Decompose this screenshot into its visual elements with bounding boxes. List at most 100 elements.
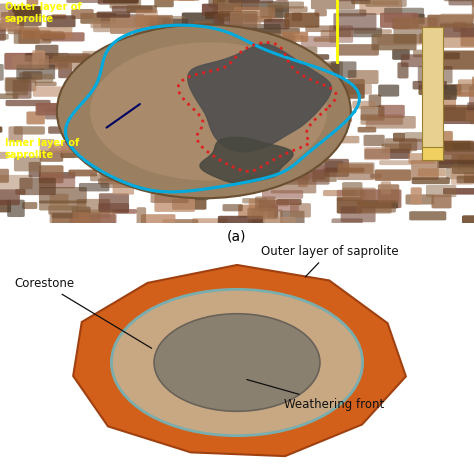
FancyBboxPatch shape (204, 137, 234, 145)
FancyBboxPatch shape (178, 0, 195, 1)
FancyBboxPatch shape (265, 174, 310, 182)
FancyBboxPatch shape (262, 190, 303, 199)
FancyBboxPatch shape (25, 53, 43, 62)
FancyBboxPatch shape (32, 50, 45, 69)
FancyBboxPatch shape (295, 118, 327, 132)
FancyBboxPatch shape (461, 27, 474, 46)
Text: Outer layer of saprolite: Outer layer of saprolite (261, 245, 398, 277)
FancyBboxPatch shape (308, 142, 336, 148)
FancyBboxPatch shape (352, 101, 376, 109)
FancyBboxPatch shape (140, 83, 165, 97)
FancyBboxPatch shape (280, 211, 304, 224)
Ellipse shape (154, 314, 320, 411)
FancyBboxPatch shape (378, 105, 405, 118)
FancyBboxPatch shape (230, 38, 250, 48)
FancyBboxPatch shape (429, 91, 456, 110)
FancyBboxPatch shape (127, 128, 171, 140)
FancyBboxPatch shape (285, 170, 329, 185)
FancyBboxPatch shape (272, 58, 292, 73)
FancyBboxPatch shape (443, 141, 474, 160)
FancyBboxPatch shape (297, 85, 324, 105)
FancyBboxPatch shape (203, 123, 227, 139)
Text: Outer layer of
saprolite: Outer layer of saprolite (5, 2, 82, 24)
FancyBboxPatch shape (320, 136, 359, 143)
FancyBboxPatch shape (465, 110, 474, 121)
FancyBboxPatch shape (312, 172, 337, 182)
FancyBboxPatch shape (38, 59, 91, 70)
FancyBboxPatch shape (337, 190, 365, 201)
FancyBboxPatch shape (359, 0, 402, 15)
FancyBboxPatch shape (163, 219, 198, 231)
FancyBboxPatch shape (439, 37, 474, 48)
FancyBboxPatch shape (258, 217, 296, 232)
FancyBboxPatch shape (36, 103, 81, 116)
FancyBboxPatch shape (128, 55, 164, 70)
FancyBboxPatch shape (440, 23, 474, 37)
FancyBboxPatch shape (68, 54, 89, 63)
FancyBboxPatch shape (86, 227, 107, 232)
FancyBboxPatch shape (223, 129, 264, 146)
FancyBboxPatch shape (153, 64, 199, 76)
FancyBboxPatch shape (440, 14, 474, 21)
FancyBboxPatch shape (245, 172, 266, 187)
FancyBboxPatch shape (341, 206, 375, 222)
FancyBboxPatch shape (257, 28, 300, 34)
FancyBboxPatch shape (213, 40, 238, 59)
FancyBboxPatch shape (40, 139, 55, 157)
FancyBboxPatch shape (13, 80, 31, 99)
FancyBboxPatch shape (100, 14, 145, 27)
FancyBboxPatch shape (444, 0, 474, 1)
FancyBboxPatch shape (404, 132, 438, 142)
FancyBboxPatch shape (369, 94, 381, 107)
FancyBboxPatch shape (0, 175, 33, 189)
FancyBboxPatch shape (276, 199, 301, 205)
FancyBboxPatch shape (108, 164, 123, 177)
FancyBboxPatch shape (337, 197, 362, 214)
FancyBboxPatch shape (384, 8, 424, 22)
FancyBboxPatch shape (104, 90, 146, 98)
FancyBboxPatch shape (212, 2, 224, 16)
FancyBboxPatch shape (85, 90, 122, 107)
FancyBboxPatch shape (36, 103, 82, 112)
FancyBboxPatch shape (209, 55, 227, 65)
FancyBboxPatch shape (98, 178, 127, 184)
FancyBboxPatch shape (172, 199, 207, 210)
FancyBboxPatch shape (366, 116, 416, 128)
FancyBboxPatch shape (222, 204, 243, 211)
FancyBboxPatch shape (276, 0, 289, 1)
FancyBboxPatch shape (7, 200, 25, 217)
FancyBboxPatch shape (357, 201, 396, 212)
FancyBboxPatch shape (136, 9, 158, 27)
FancyBboxPatch shape (52, 214, 81, 229)
FancyBboxPatch shape (91, 21, 136, 28)
FancyBboxPatch shape (52, 213, 79, 219)
FancyBboxPatch shape (393, 18, 438, 29)
FancyBboxPatch shape (202, 4, 242, 16)
FancyBboxPatch shape (458, 79, 474, 97)
FancyBboxPatch shape (175, 91, 216, 106)
FancyBboxPatch shape (426, 185, 456, 197)
FancyBboxPatch shape (5, 77, 36, 91)
FancyBboxPatch shape (299, 61, 343, 81)
FancyBboxPatch shape (364, 147, 390, 160)
FancyBboxPatch shape (6, 100, 51, 106)
FancyBboxPatch shape (401, 55, 429, 67)
FancyBboxPatch shape (205, 12, 220, 19)
FancyBboxPatch shape (88, 87, 108, 99)
FancyBboxPatch shape (260, 1, 289, 18)
FancyBboxPatch shape (58, 58, 72, 78)
FancyBboxPatch shape (431, 195, 452, 209)
FancyBboxPatch shape (218, 2, 241, 17)
FancyBboxPatch shape (284, 35, 296, 51)
FancyBboxPatch shape (0, 200, 11, 212)
FancyBboxPatch shape (305, 26, 337, 32)
FancyBboxPatch shape (211, 58, 255, 70)
FancyBboxPatch shape (379, 160, 413, 165)
Ellipse shape (90, 42, 327, 181)
FancyBboxPatch shape (439, 105, 474, 121)
FancyBboxPatch shape (0, 152, 8, 159)
Text: Inner layer of
saprolite: Inner layer of saprolite (5, 138, 79, 160)
FancyBboxPatch shape (308, 101, 336, 113)
FancyBboxPatch shape (156, 76, 196, 95)
FancyBboxPatch shape (23, 31, 34, 39)
